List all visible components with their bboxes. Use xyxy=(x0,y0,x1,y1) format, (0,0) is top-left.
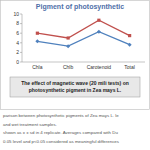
chart: Pigment of photosynthetic 0 2 4 6 8 10 Chla Chlb… xyxy=(0,0,150,150)
y-tick-label: 6 xyxy=(16,30,19,36)
series-line xyxy=(37,32,129,46)
annotation: The effect of magnetic wave (20 mili tes… xyxy=(21,80,129,86)
marker xyxy=(128,34,131,37)
y-tick xyxy=(20,42,22,43)
annotation-box xyxy=(10,77,140,97)
plot-area xyxy=(35,19,131,49)
annotation: photosynthetic pigment in Zea mays L. xyxy=(29,87,122,93)
x-tick-label: Chla xyxy=(32,64,43,70)
marker xyxy=(128,43,132,47)
y-tick-label: 8 xyxy=(16,20,19,26)
marker xyxy=(97,30,101,34)
marker xyxy=(97,19,100,22)
y-tick-label: 10 xyxy=(13,11,19,17)
y-tick xyxy=(20,14,22,15)
marker xyxy=(66,44,70,48)
marker xyxy=(67,36,70,39)
marker xyxy=(35,39,39,43)
y-tick xyxy=(20,52,22,53)
x-tick-label: Chlb xyxy=(63,64,74,70)
series-line xyxy=(37,20,129,38)
caption: 0.05 level and p<0.05 considered as mean… xyxy=(3,139,120,144)
marker xyxy=(36,32,39,35)
y-axis xyxy=(22,14,23,62)
x-tick-label: Total xyxy=(124,64,135,70)
chart-frame xyxy=(1,1,150,110)
caption: shown as x ± sd in 4 replicate. Averages… xyxy=(3,130,118,135)
y-tick-label: 0 xyxy=(16,59,19,65)
caption: parison between photosynthetic pigments … xyxy=(3,113,119,118)
title: Pigment of photosynthetic xyxy=(36,3,124,11)
y-tick xyxy=(20,62,22,63)
x-axis xyxy=(22,62,145,63)
y-tick xyxy=(20,33,22,34)
y-tick-label: 4 xyxy=(16,40,19,46)
y-tick-label: 2 xyxy=(16,49,19,55)
y-tick xyxy=(20,23,22,24)
x-tick-label: Carotenoid xyxy=(87,64,112,70)
caption: and wet treatment samples. xyxy=(3,122,57,127)
